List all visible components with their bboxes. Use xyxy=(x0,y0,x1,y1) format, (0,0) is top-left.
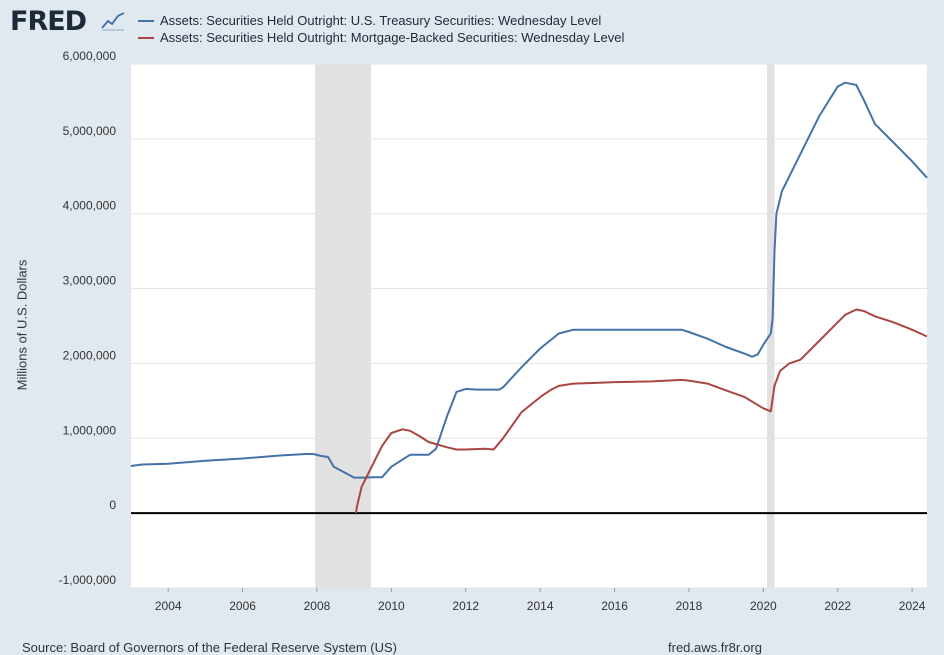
y-tick-label: 1,000,000 xyxy=(63,423,117,437)
legend-swatch-treasury xyxy=(138,19,154,22)
x-tick-label: 2018 xyxy=(676,599,703,613)
x-tick-label: 2016 xyxy=(601,599,628,613)
y-tick-label: 2,000,000 xyxy=(63,348,117,362)
y-tick-label: 6,000,000 xyxy=(63,49,117,63)
legend-label-treasury: Assets: Securities Held Outright: U.S. T… xyxy=(160,13,602,28)
fred-logo[interactable]: FRED xyxy=(10,6,87,37)
y-tick-label: 0 xyxy=(109,498,116,512)
x-tick-label: 2006 xyxy=(229,599,256,613)
x-tick-label: 2020 xyxy=(750,599,777,613)
x-tick-label: 2012 xyxy=(452,599,479,613)
y-tick-label: 3,000,000 xyxy=(63,274,117,288)
source-note: Source: Board of Governors of the Federa… xyxy=(22,640,397,655)
series-line-mbs[interactable] xyxy=(355,308,928,514)
legend-swatch-mbs xyxy=(138,36,154,39)
y-tick-label: 4,000,000 xyxy=(63,199,117,213)
x-tick-label: 2014 xyxy=(527,599,554,613)
legend-item-mbs[interactable]: Assets: Securities Held Outright: Mortga… xyxy=(138,29,624,46)
y-tick-label: 5,000,000 xyxy=(63,124,117,138)
x-tick-label: 2008 xyxy=(304,599,331,613)
series-line-treasury[interactable] xyxy=(130,81,928,479)
x-tick-label: 2004 xyxy=(155,599,182,613)
plot-area xyxy=(131,64,927,588)
x-tick-label: 2024 xyxy=(899,599,926,613)
chart-line-icon xyxy=(101,11,125,31)
y-axis-label: Millions of U.S. Dollars xyxy=(14,259,30,391)
y-tick-label: -1,000,000 xyxy=(59,573,117,587)
source-url[interactable]: fred.aws.fr8r.org xyxy=(668,640,762,655)
chart-legend: Assets: Securities Held Outright: U.S. T… xyxy=(138,12,624,46)
x-tick-label: 2010 xyxy=(378,599,405,613)
legend-label-mbs: Assets: Securities Held Outright: Mortga… xyxy=(160,30,625,45)
legend-item-treasury[interactable]: Assets: Securities Held Outright: U.S. T… xyxy=(138,12,624,29)
x-tick-label: 2022 xyxy=(824,599,851,613)
recession-band xyxy=(315,64,371,588)
